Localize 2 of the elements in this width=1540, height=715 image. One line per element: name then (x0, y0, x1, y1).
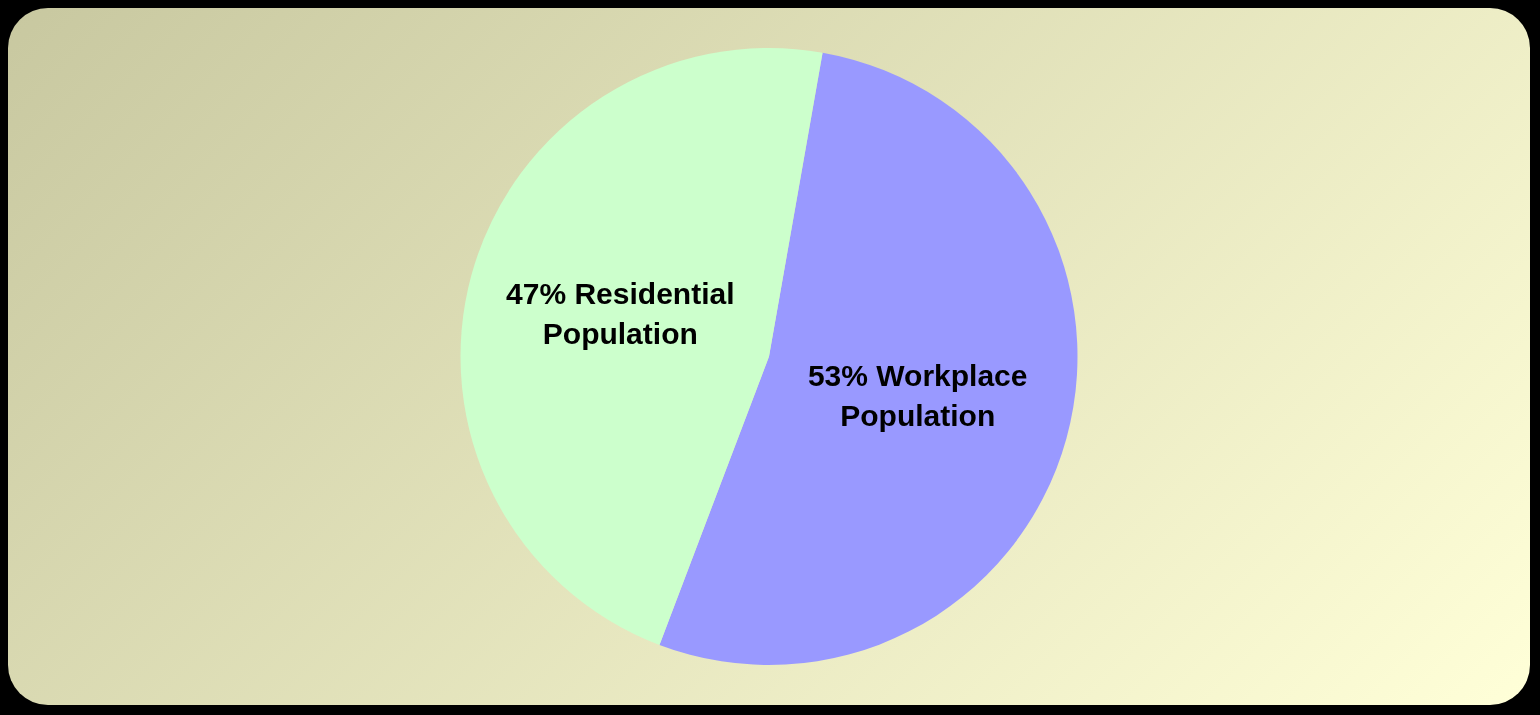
slice-label: 47% Residential Population (506, 276, 735, 350)
slice-label: 53% Workplace Population (807, 358, 1028, 432)
